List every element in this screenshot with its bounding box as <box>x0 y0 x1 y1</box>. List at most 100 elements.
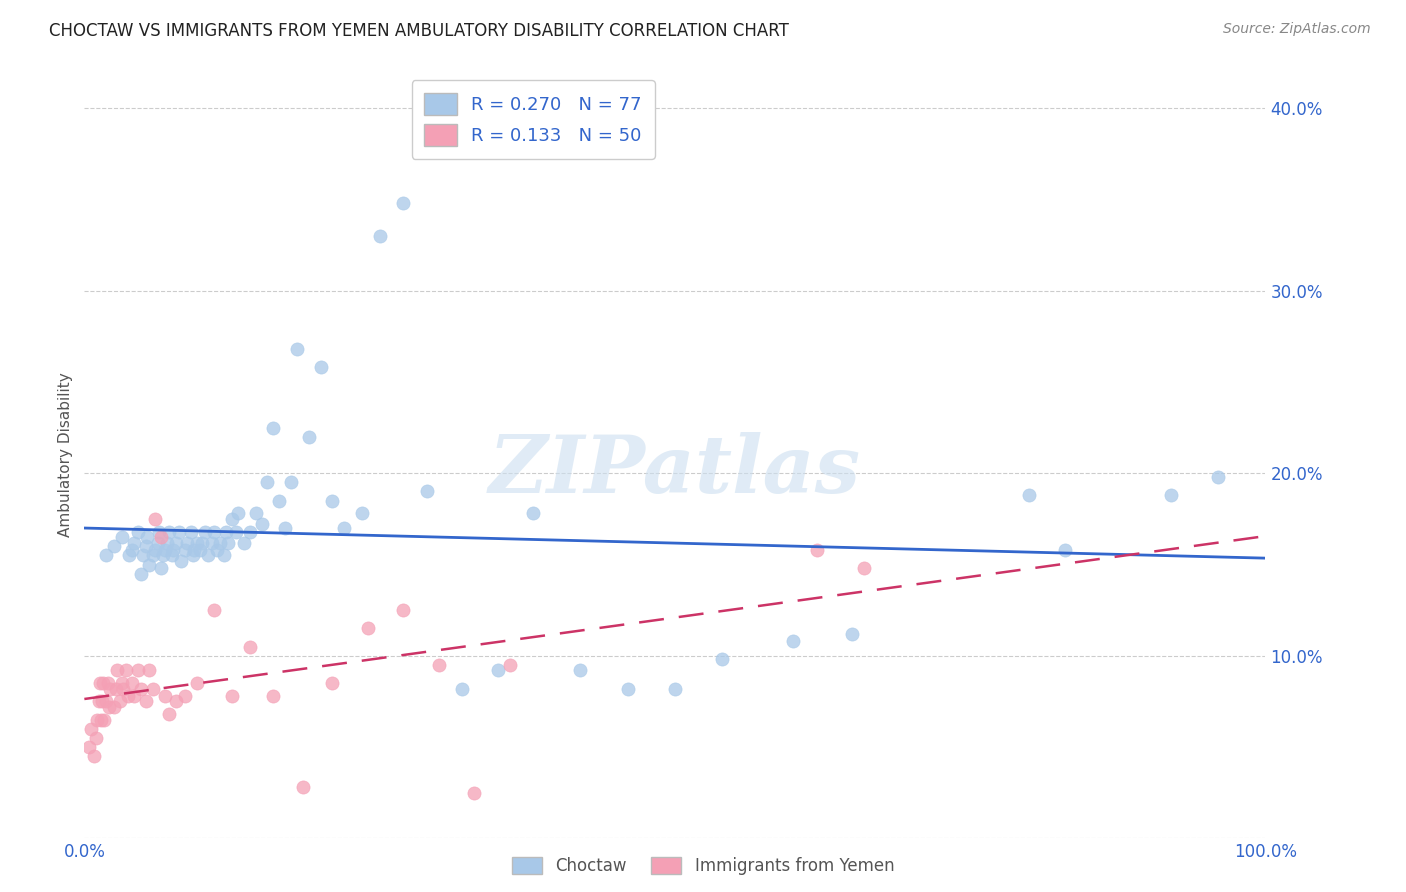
Point <box>118 549 141 563</box>
Point <box>142 681 165 696</box>
Point <box>103 539 125 553</box>
Point <box>498 657 520 672</box>
Point <box>569 664 592 678</box>
Point <box>291 780 314 795</box>
Point <box>194 524 217 539</box>
Point <box>153 689 176 703</box>
Point <box>416 484 439 499</box>
Point <box>94 549 117 563</box>
Legend: Choctaw, Immigrants from Yemen: Choctaw, Immigrants from Yemen <box>503 849 903 884</box>
Point <box>616 681 638 696</box>
Text: ZIPatlas: ZIPatlas <box>489 432 860 509</box>
Point <box>262 420 284 434</box>
Point <box>1053 542 1076 557</box>
Point <box>239 524 262 539</box>
Point <box>181 549 204 563</box>
Point <box>91 694 114 708</box>
Point <box>98 681 121 696</box>
Point <box>215 524 238 539</box>
Point <box>1018 488 1040 502</box>
Point <box>152 549 174 563</box>
Point <box>463 786 485 800</box>
Point <box>188 542 211 557</box>
Point <box>392 195 415 210</box>
Point <box>212 549 235 563</box>
Point <box>146 535 169 549</box>
Point <box>232 535 254 549</box>
Point <box>173 689 195 703</box>
Legend: R = 0.270   N = 77, R = 0.133   N = 50: R = 0.270 N = 77, R = 0.133 N = 50 <box>412 80 655 159</box>
Point <box>121 542 143 557</box>
Point <box>806 542 828 557</box>
Point <box>91 676 114 690</box>
Point <box>451 681 474 696</box>
Point <box>105 681 128 696</box>
Point <box>186 676 208 690</box>
Point <box>202 524 225 539</box>
Point <box>280 475 302 490</box>
Point <box>245 507 267 521</box>
Point <box>180 524 202 539</box>
Point <box>221 512 243 526</box>
Point <box>157 524 180 539</box>
Point <box>138 558 160 572</box>
Point <box>166 535 188 549</box>
Point <box>201 535 224 549</box>
Point <box>170 554 193 568</box>
Point <box>350 507 373 521</box>
Point <box>132 549 155 563</box>
Point <box>664 681 686 696</box>
Point <box>711 652 734 666</box>
Point <box>129 566 152 581</box>
Y-axis label: Ambulatory Disability: Ambulatory Disability <box>58 373 73 537</box>
Point <box>217 535 239 549</box>
Point <box>186 535 208 549</box>
Point <box>274 521 297 535</box>
Point <box>93 713 115 727</box>
Point <box>107 664 129 678</box>
Point <box>1206 470 1229 484</box>
Point <box>148 524 170 539</box>
Point <box>162 542 184 557</box>
Point <box>226 507 249 521</box>
Point <box>103 700 125 714</box>
Point <box>202 603 225 617</box>
Point <box>121 676 143 690</box>
Point <box>333 521 356 535</box>
Point <box>157 707 180 722</box>
Point <box>143 542 166 557</box>
Point <box>256 475 278 490</box>
Point <box>87 694 110 708</box>
Text: CHOCTAW VS IMMIGRANTS FROM YEMEN AMBULATORY DISABILITY CORRELATION CHART: CHOCTAW VS IMMIGRANTS FROM YEMEN AMBULAT… <box>49 22 789 40</box>
Point <box>321 493 343 508</box>
Point <box>841 627 863 641</box>
Point <box>143 512 166 526</box>
Point <box>122 535 145 549</box>
Point <box>250 517 273 532</box>
Point <box>209 535 232 549</box>
Point <box>285 342 308 356</box>
Point <box>239 640 262 654</box>
Point <box>136 530 159 544</box>
Point <box>167 524 190 539</box>
Point <box>160 549 183 563</box>
Point <box>183 542 205 557</box>
Point <box>80 722 103 736</box>
Point <box>357 622 380 636</box>
Point <box>309 360 332 375</box>
Point <box>108 694 131 708</box>
Point <box>77 740 100 755</box>
Point <box>90 713 112 727</box>
Point <box>852 561 875 575</box>
Point <box>135 694 157 708</box>
Point <box>135 539 157 553</box>
Point <box>173 542 195 557</box>
Point <box>368 228 391 243</box>
Text: Source: ZipAtlas.com: Source: ZipAtlas.com <box>1223 22 1371 37</box>
Point <box>153 542 176 557</box>
Point <box>111 676 134 690</box>
Point <box>269 493 291 508</box>
Point <box>112 681 135 696</box>
Point <box>197 549 219 563</box>
Point <box>129 681 152 696</box>
